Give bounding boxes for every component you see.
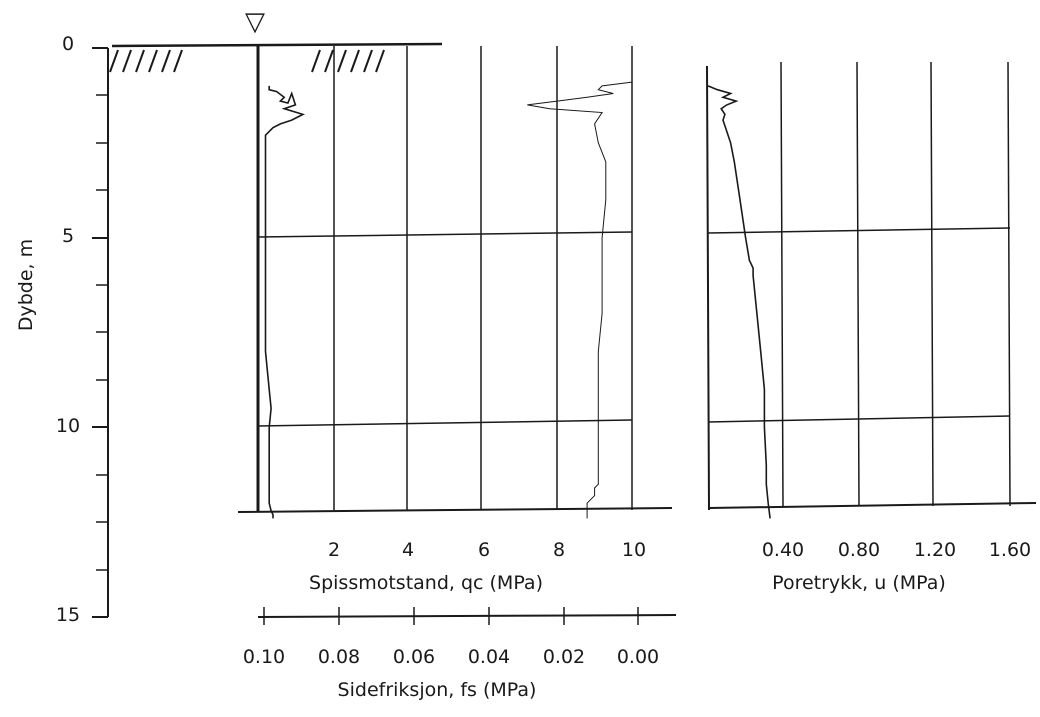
u-grid-depth-10 (707, 415, 1011, 423)
fs-tick-label-0.00: 0.00 (617, 646, 659, 668)
ground-hatch-right (311, 49, 385, 73)
water-table-icon: ▽ (245, 7, 265, 37)
hatch-mark (337, 49, 347, 73)
fs-axis-line (257, 614, 677, 618)
u-bottom-line (708, 502, 1037, 509)
depth-tick-label-10: 10 (56, 415, 80, 437)
u-tick-label-1.20: 1.20 (914, 539, 956, 561)
qc-tick-label-2: 2 (328, 539, 340, 561)
u-grid-1.20 (930, 61, 934, 507)
u-tick-label-1.60: 1.60 (989, 539, 1031, 561)
hatch-mark (109, 49, 119, 73)
u-grid-0.80 (856, 61, 860, 507)
u-grid-0.40 (780, 61, 784, 507)
qc-tick-label-6: 6 (478, 539, 490, 561)
qc-tick-label-4: 4 (402, 539, 414, 561)
depth-tick-label-15: 15 (56, 604, 80, 626)
u-series-line (707, 85, 771, 519)
depth-tick-label-5: 5 (62, 225, 74, 247)
u-tick-label-0.40: 0.40 (762, 539, 804, 561)
hatch-mark (311, 49, 321, 73)
ground-hatch-left (109, 49, 183, 73)
hatch-mark (148, 49, 158, 73)
qc-grid-depth-10 (257, 419, 633, 427)
hatch-mark (161, 49, 171, 73)
fs-axis-label: Sidefriksjon, fs (MPa) (338, 679, 537, 701)
hatch-mark (363, 49, 373, 73)
u-grid-depth-5 (707, 227, 1011, 234)
qc-series-line (264, 85, 306, 519)
u-panel: 0.40 0.80 1.20 1.60 Poretrykk, u (MPa) (706, 61, 1037, 594)
depth-axis-label: Dybde, m (15, 239, 37, 331)
fs-tick-label-0.08: 0.08 (318, 646, 360, 668)
fs-tick-label-0.06: 0.06 (393, 646, 435, 668)
qc-tick-label-8: 8 (553, 539, 565, 561)
ground-line (111, 42, 443, 48)
hatch-mark (350, 49, 360, 73)
u-axis-label: Poretrykk, u (MPa) (772, 572, 946, 594)
depth-axis: 0 5 10 15 Dybde, m (15, 33, 109, 626)
fs-axis: 0.10 0.08 0.06 0.04 0.02 0.00 Sidefriksj… (243, 607, 677, 701)
qc-tick-label-10: 10 (622, 539, 646, 561)
qc-grid-depth-5 (257, 231, 633, 238)
qc-bottom-line (237, 507, 673, 513)
qc-panel: 2 4 6 8 10 Spissmotstand, qc (MPa) (237, 46, 673, 594)
hatch-mark (324, 49, 334, 73)
u-tick-label-0.80: 0.80 (838, 539, 880, 561)
qc-axis-label: Spissmotstand, qc (MPa) (309, 572, 543, 594)
ground-surface: ▽ (109, 7, 443, 73)
fs-tick-label-0.10: 0.10 (243, 646, 285, 668)
hatch-mark (122, 49, 132, 73)
hatch-mark (135, 49, 145, 73)
u-axis-line (706, 65, 710, 511)
fs-tick-label-0.02: 0.02 (543, 646, 585, 668)
depth-tick-label-0: 0 (62, 33, 74, 55)
fs-series-line (527, 81, 633, 519)
u-grid-1.60 (1007, 61, 1011, 507)
hatch-mark (173, 49, 183, 73)
fs-tick-label-0.04: 0.04 (468, 646, 510, 668)
hatch-mark (375, 49, 385, 73)
